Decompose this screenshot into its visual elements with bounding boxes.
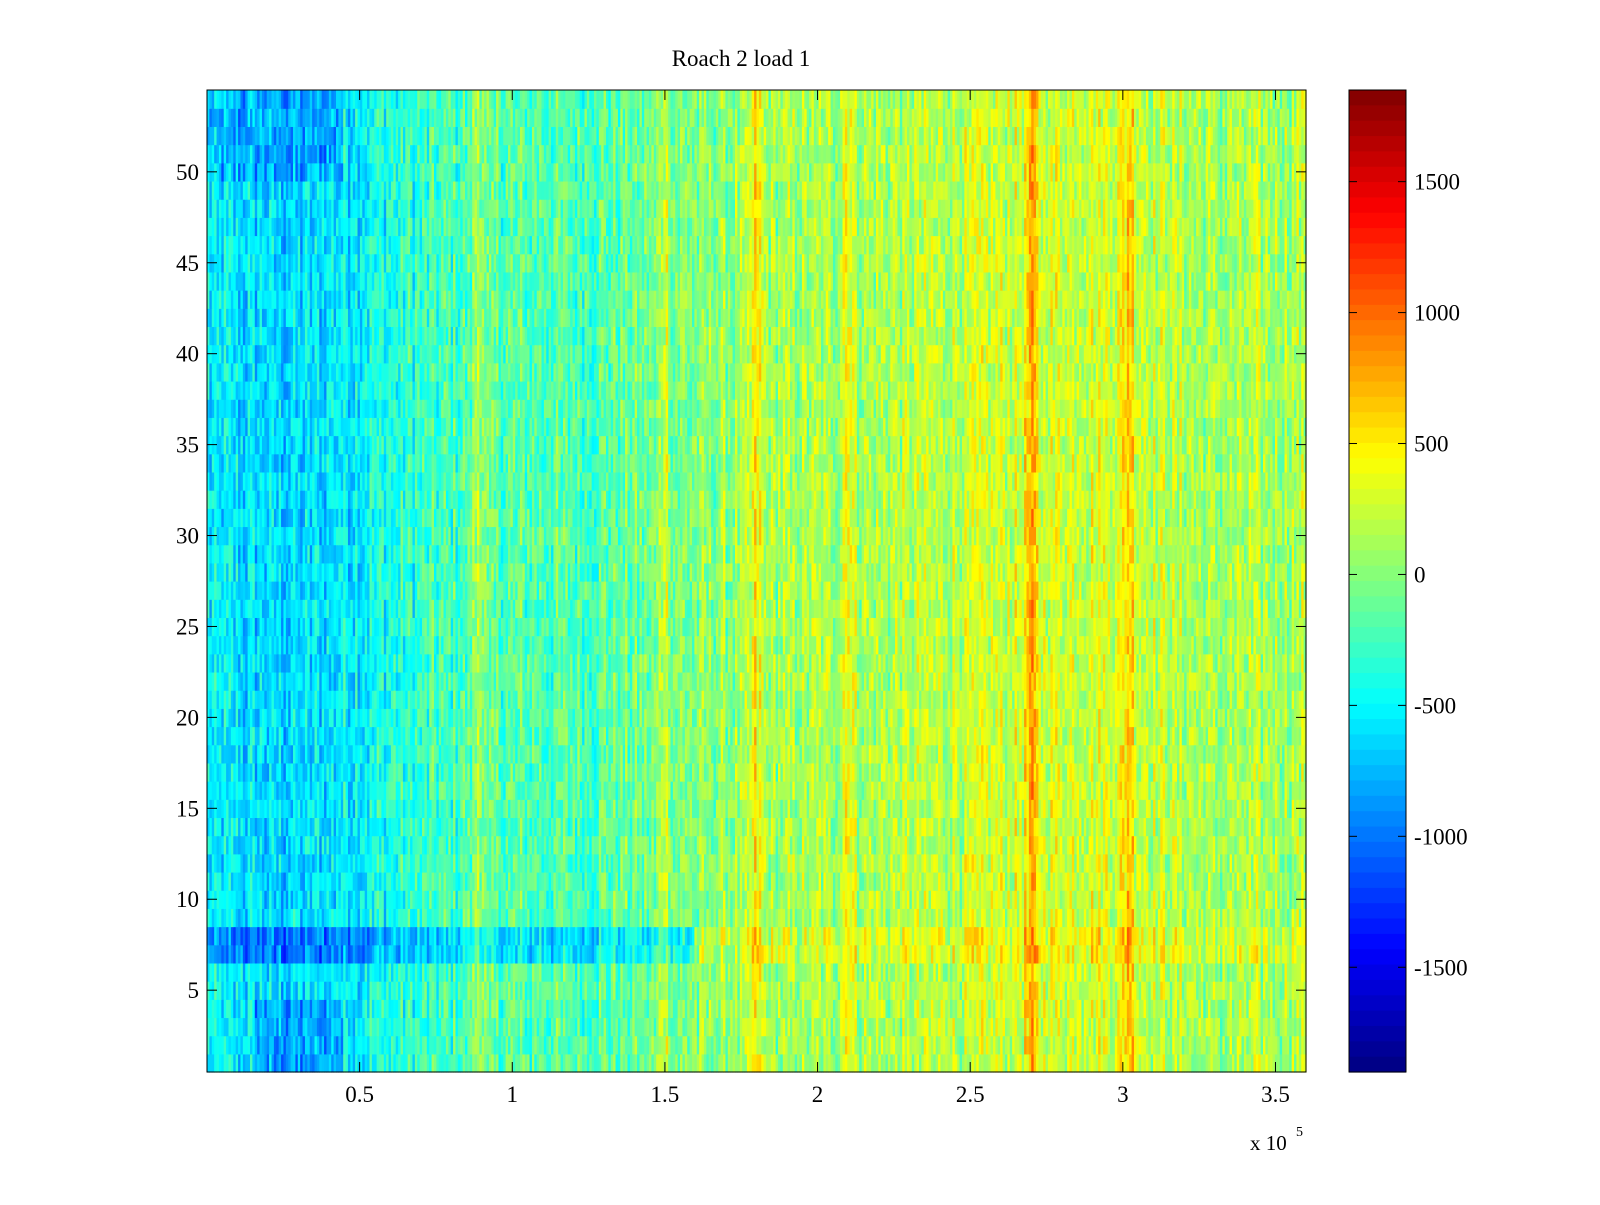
chart-title: Roach 2 load 1: [672, 46, 811, 71]
heatmap-cells: [207, 90, 1307, 1073]
